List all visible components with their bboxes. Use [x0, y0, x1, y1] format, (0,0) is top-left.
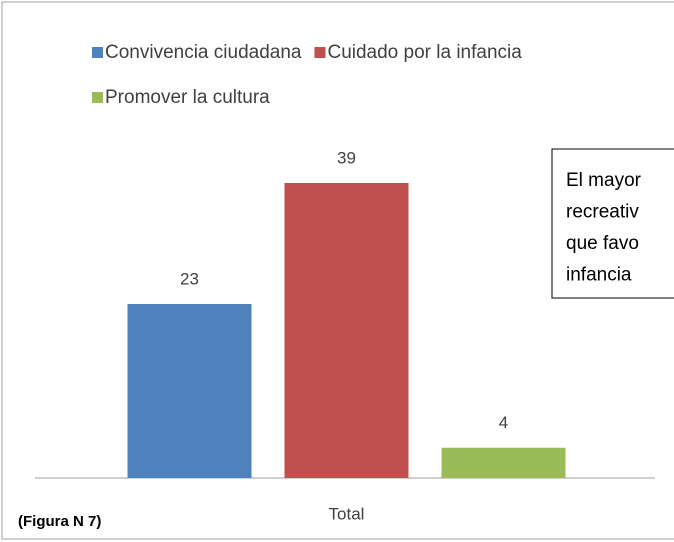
legend-swatch: [314, 47, 326, 58]
x-tick-label: Total: [329, 504, 365, 523]
data-label: 39: [337, 148, 356, 167]
legend-swatch: [92, 92, 103, 103]
annotation-line: recreativ: [566, 202, 639, 223]
legend-label: Promover la cultura: [105, 87, 270, 108]
bar: [284, 183, 409, 478]
legend-label: Convivencia ciudadana: [105, 42, 302, 63]
legend-swatch: [92, 47, 103, 58]
data-label: 23: [180, 270, 199, 289]
bar: [441, 447, 566, 478]
annotation-line: El mayor: [566, 170, 642, 191]
legend-label: Cuidado por la infancia: [327, 42, 522, 63]
annotation-line: que favo: [566, 233, 639, 254]
figure-label: (Figura N 7): [18, 513, 101, 530]
bar: [127, 304, 252, 478]
annotation-line: infancia: [566, 265, 632, 286]
annotation-box: [551, 148, 674, 299]
data-label: 4: [499, 413, 508, 432]
